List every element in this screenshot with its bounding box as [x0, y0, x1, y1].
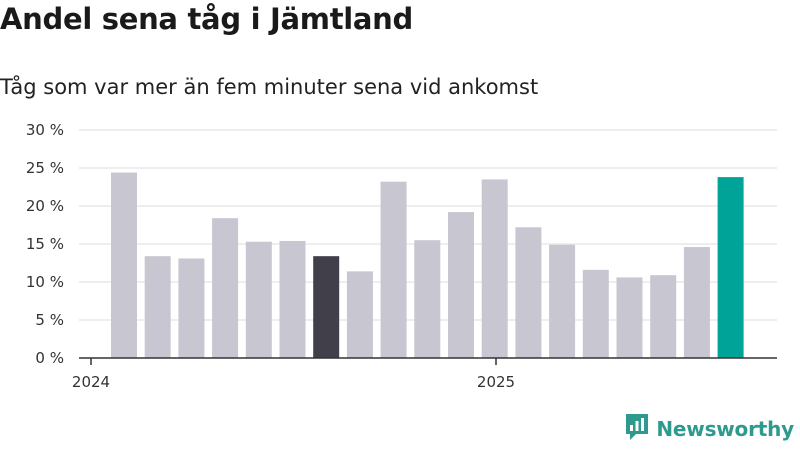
- y-tick-label: 0 %: [35, 349, 64, 367]
- y-tick-label: 10 %: [26, 273, 64, 291]
- y-axis-tick-labels: 0 % 5 % 10 % 15 % 20 % 25 % 30 %: [26, 121, 64, 367]
- bar-2025-02: [549, 244, 576, 358]
- y-tick-label: 20 %: [26, 197, 64, 215]
- bar-2024-06: [279, 240, 306, 358]
- chart-subtitle: Tåg som var mer än fem minuter sena vid …: [0, 75, 539, 99]
- bar-2024-07: [313, 256, 340, 358]
- bar-2025-07: [717, 177, 744, 358]
- chart-title: Andel sena tåg i Jämtland: [0, 2, 413, 36]
- bar-2024-10: [414, 240, 441, 358]
- bar-2025-03: [582, 269, 609, 358]
- x-tick-label: 2025: [477, 373, 515, 391]
- bar-2024-08: [346, 271, 373, 358]
- bar-2024-11: [448, 212, 474, 358]
- bar-2024-05: [245, 241, 272, 358]
- bar-2025-05: [650, 275, 677, 358]
- newsworthy-brand: Newsworthy: [624, 412, 794, 446]
- bar-2024-03: [178, 258, 205, 358]
- y-tick-label: 30 %: [26, 121, 64, 139]
- bar-2024-02: [144, 256, 171, 358]
- y-tick-label: 15 %: [26, 235, 64, 253]
- y-tick-label: 25 %: [26, 159, 64, 177]
- bar-2025-01: [515, 227, 542, 358]
- bars: [111, 172, 744, 358]
- bar-2025-06: [683, 247, 710, 358]
- newsworthy-logo-icon: [624, 412, 650, 446]
- x-axis-tick-labels: 2024 2025: [72, 373, 515, 391]
- bar-2024-12: [481, 179, 508, 358]
- x-tick-label: 2024: [72, 373, 110, 391]
- bar-2025-04: [616, 277, 643, 358]
- bar-2024-01: [111, 172, 137, 358]
- bar-2024-04: [212, 218, 239, 358]
- y-tick-label: 5 %: [35, 311, 64, 329]
- newsworthy-brand-name: Newsworthy: [656, 417, 794, 441]
- x-axis: [79, 357, 777, 365]
- bar-2024-09: [380, 181, 407, 358]
